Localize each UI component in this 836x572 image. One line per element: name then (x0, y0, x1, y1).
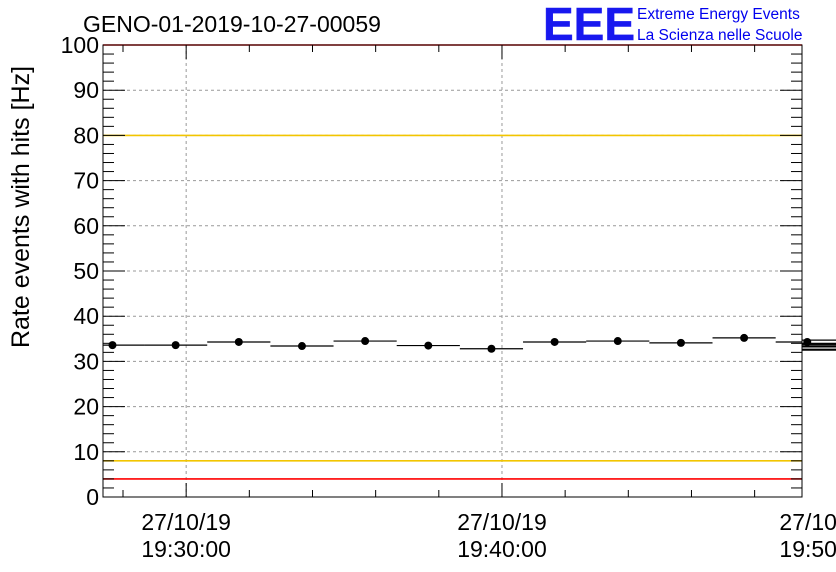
logo-line1: Extreme Energy Events (637, 6, 800, 23)
data-point (424, 341, 433, 350)
data-point (740, 333, 749, 342)
y-tick-label: 30 (73, 348, 99, 374)
data-point (676, 338, 685, 347)
x-tick-date-label: 27/10/19 (141, 509, 231, 535)
chart-title: GENO-01-2019-10-27-00059 (83, 11, 381, 37)
data-point (487, 344, 496, 353)
data-point (297, 342, 306, 351)
x-tick-time-label: 19:30:00 (141, 536, 231, 562)
logo-line2: La Scienza nelle Scuole (637, 27, 802, 44)
y-axis-label: Rate events with hits [Hz] (7, 66, 35, 348)
data-point (361, 337, 370, 346)
data-point (108, 341, 117, 350)
y-tick-label: 100 (61, 32, 99, 58)
y-tick-label: 60 (73, 213, 99, 239)
x-tick-date-label: 27/10/1 (779, 509, 836, 535)
x-axis-ticks: 27/10/1919:30:0027/10/1919:40:0027/10/11… (122, 45, 836, 562)
y-tick-label: 40 (73, 303, 99, 329)
logo-mark: EEE (543, 0, 635, 50)
y-tick-label: 70 (73, 168, 99, 194)
eee-logo: EEE Extreme Energy Events La Scienza nel… (543, 0, 803, 50)
y-tick-label: 90 (73, 77, 99, 103)
y-tick-label: 10 (73, 439, 99, 465)
y-tick-label: 80 (73, 122, 99, 148)
y-tick-label: 0 (86, 484, 99, 510)
grid-lines (103, 45, 802, 497)
data-point (613, 337, 622, 346)
x-tick-time-label: 19:40:00 (457, 536, 547, 562)
y-tick-label: 20 (73, 394, 99, 420)
y-axis-ticks: 0 10 20 30 40 50 60 70 80 90 100 (61, 32, 802, 510)
x-tick-date-label: 27/10/19 (457, 509, 547, 535)
reference-lines (103, 44, 802, 480)
data-point (234, 337, 243, 346)
y-tick-label: 50 (73, 258, 99, 284)
data-points (103, 333, 836, 353)
data-point (550, 337, 559, 346)
x-tick-time-label: 19:50:0 (779, 536, 836, 562)
data-point (171, 341, 180, 350)
